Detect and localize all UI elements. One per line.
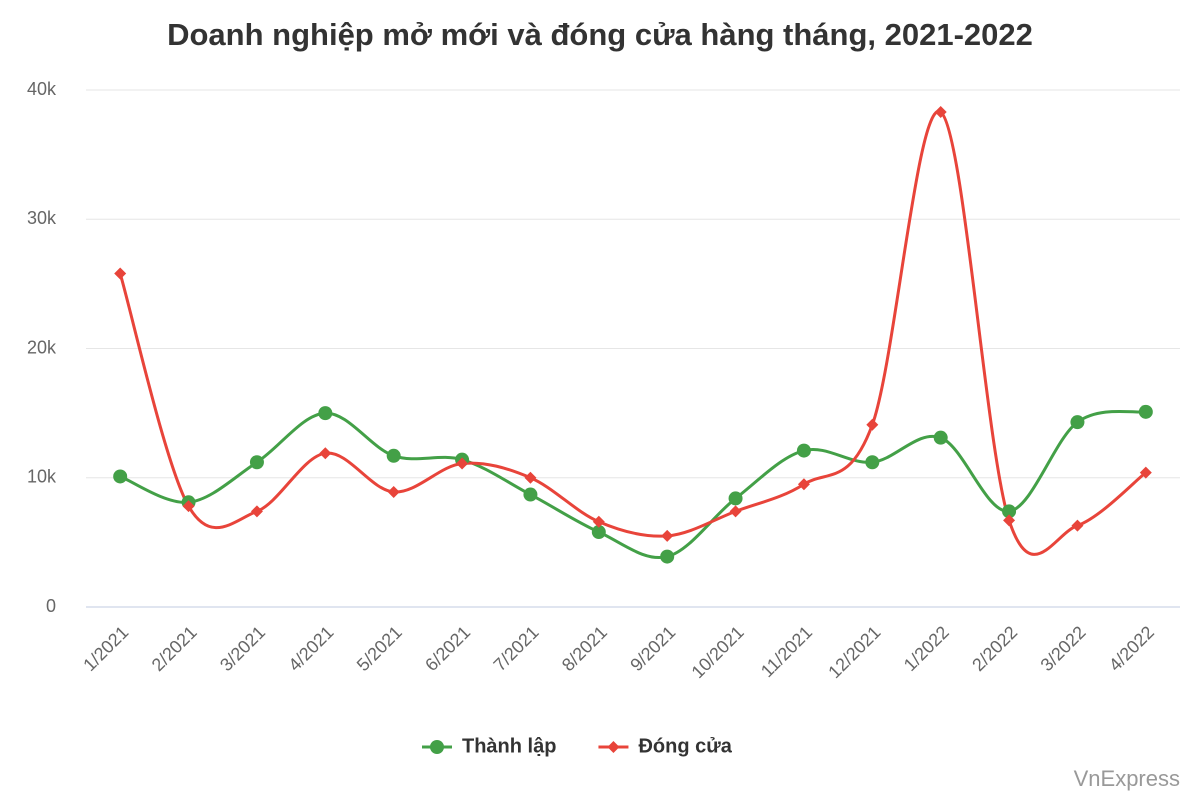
y-tick-label: 20k — [27, 337, 57, 357]
point-marker — [1003, 514, 1016, 527]
series-line — [119, 409, 1147, 560]
point-marker — [591, 525, 606, 540]
legend: Thành lập Đóng cửa — [422, 735, 733, 757]
x-tick-label: 2/2021 — [148, 622, 201, 675]
point-marker — [386, 448, 401, 463]
point-marker — [1138, 404, 1153, 419]
legend-label: Đóng cửa — [638, 735, 732, 757]
x-tick-label: 8/2021 — [558, 622, 611, 675]
point-marker — [796, 443, 811, 458]
point-marker — [729, 505, 742, 518]
point-marker — [1070, 415, 1085, 430]
point-marker — [114, 267, 127, 280]
x-tick-label: 2/2022 — [968, 622, 1021, 675]
point-marker — [592, 515, 605, 528]
chart-title: Doanh nghiệp mở mới và đóng cửa hàng thá… — [167, 17, 1033, 52]
x-tick-label: 10/2021 — [688, 622, 748, 682]
x-tick-label: 11/2021 — [757, 622, 816, 681]
point-marker — [797, 478, 810, 491]
point-marker — [660, 549, 675, 564]
point-marker — [430, 740, 444, 754]
point-marker — [318, 406, 333, 421]
point-marker — [1139, 466, 1152, 479]
source: VnExpress — [1074, 766, 1180, 791]
x-tick-label: 4/2021 — [284, 622, 337, 675]
x-tick-label: 7/2021 — [490, 622, 543, 675]
point-marker — [524, 471, 537, 484]
point-marker — [728, 491, 743, 506]
point-marker — [523, 487, 538, 502]
y-tick-label: 0 — [46, 596, 56, 616]
y-tick-label: 40k — [27, 79, 57, 99]
point-marker — [661, 529, 674, 542]
x-tick-label: 3/2021 — [216, 622, 269, 675]
point-marker — [934, 105, 947, 118]
x-tick-label: 4/2022 — [1105, 622, 1158, 675]
series-line — [118, 110, 1147, 556]
point-marker — [113, 469, 128, 484]
legend-label: Thành lập — [462, 735, 556, 757]
x-tick-label: 9/2021 — [626, 622, 679, 675]
x-tick-label: 1/2021 — [79, 622, 132, 675]
point-marker — [319, 447, 332, 460]
point-marker — [387, 485, 400, 498]
point-marker — [250, 505, 263, 518]
point-marker — [1002, 504, 1017, 519]
point-marker — [456, 457, 469, 470]
y-tick-label: 30k — [27, 208, 57, 228]
x-tick-label: 1/2022 — [900, 622, 953, 675]
x-tick-label: 6/2021 — [421, 622, 474, 675]
point-marker — [1071, 519, 1084, 532]
point-marker — [249, 455, 264, 470]
y-tick-label: 10k — [27, 467, 57, 487]
point-marker — [865, 455, 880, 470]
x-tick-label: 5/2021 — [353, 622, 406, 675]
point-marker — [607, 741, 620, 753]
x-tick-label: 12/2021 — [824, 622, 884, 682]
point-marker — [933, 430, 948, 445]
point-marker — [866, 418, 879, 431]
x-tick-label: 3/2022 — [1037, 622, 1090, 675]
point-marker — [182, 500, 195, 513]
